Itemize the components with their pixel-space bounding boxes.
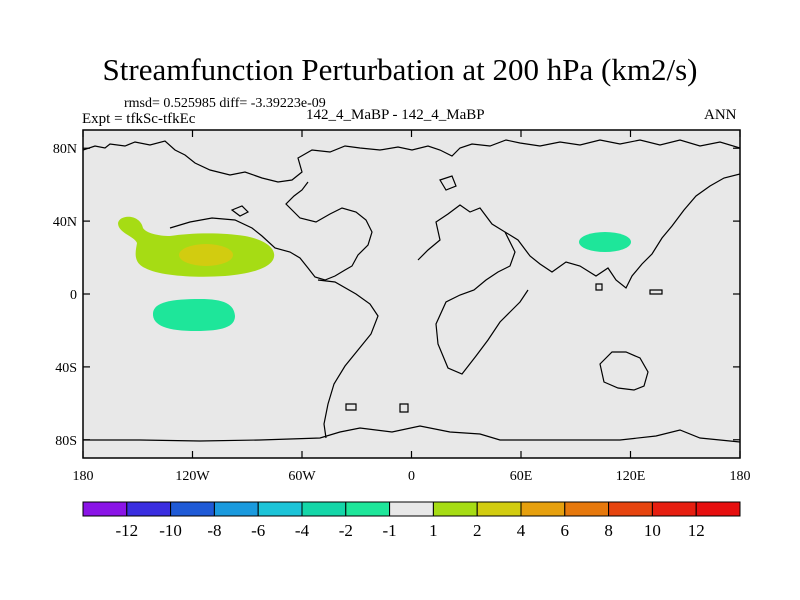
x-tick-label: 120E — [616, 469, 646, 484]
anomaly-tropical-pacific-negative — [152, 299, 235, 331]
colorbar-swatch — [476, 501, 522, 517]
colorbar-swatch — [389, 501, 434, 517]
coastline-north-america — [169, 181, 373, 281]
coastline-europe-africa — [417, 204, 529, 375]
chart-title: Streamfunction Perturbation at 200 hPa (… — [102, 52, 698, 87]
x-tick-label: 0 — [408, 469, 415, 484]
coastlines — [83, 139, 740, 443]
anomaly-layer — [118, 216, 631, 331]
center-label: 142_4_MaBP - 142_4_MaBP — [306, 107, 485, 123]
season-label: ANN — [704, 107, 737, 123]
x-tick-label: 180 — [73, 469, 94, 484]
y-tick-label: 40S — [55, 361, 77, 376]
colorbar-swatch — [651, 501, 697, 517]
colorbar-level-label: 1 — [429, 521, 438, 540]
colorbar-level-label: -4 — [295, 521, 310, 540]
colorbar-level-label: 12 — [688, 521, 705, 540]
colorbar-swatch — [170, 501, 215, 517]
colorbar-level-label: 2 — [473, 521, 482, 540]
colorbar-swatch — [82, 501, 128, 517]
colorbar-swatch — [345, 501, 391, 517]
colorbar-swatch — [608, 501, 653, 517]
colorbar-swatch — [564, 501, 610, 517]
axis-ticks: 180 120W 60W 0 60E 120E 180 80N 40N 0 40S 80S — [53, 130, 751, 484]
colorbar-level-label: -12 — [115, 521, 138, 540]
coastline-asia — [504, 173, 740, 289]
y-tick-label: 40N — [53, 215, 77, 230]
coastline-north — [83, 139, 740, 183]
coastline-south-america — [317, 279, 379, 439]
colorbar-swatch — [695, 501, 741, 517]
y-tick-label: 80N — [53, 142, 77, 157]
x-tick-label: 60E — [510, 469, 533, 484]
colorbar-level-label: -8 — [207, 521, 221, 540]
colorbar-swatch — [257, 501, 303, 517]
colorbar-swatch — [126, 501, 172, 517]
y-tick-label: 80S — [55, 434, 77, 449]
colorbar-swatch — [301, 501, 347, 517]
colorbar-swatch — [213, 501, 259, 517]
anomaly-east-asia-negative — [579, 232, 631, 252]
map-background — [83, 130, 740, 458]
colorbar-level-label: 4 — [517, 521, 526, 540]
y-tick-label: 0 — [70, 288, 77, 303]
colorbar-level-label: 6 — [561, 521, 570, 540]
colorbar-swatch — [432, 501, 478, 517]
colorbar: -12 -10 -8 -6 -4 -2 -1 1 2 4 6 8 10 12 — [82, 501, 741, 540]
x-tick-label: 120W — [175, 469, 210, 484]
x-tick-label: 60W — [288, 469, 316, 484]
colorbar-level-label: 8 — [604, 521, 613, 540]
colorbar-level-label: 10 — [644, 521, 661, 540]
experiment-label: Expt = tfkSc-tfkEc — [82, 111, 196, 127]
colorbar-level-label: -1 — [383, 521, 397, 540]
coastline-oceania — [599, 351, 649, 391]
colorbar-level-label: -10 — [159, 521, 182, 540]
x-tick-label: 180 — [730, 469, 751, 484]
colorbar-level-label: -6 — [251, 521, 265, 540]
colorbar-swatch — [520, 501, 566, 517]
anomaly-north-pacific-core — [179, 244, 233, 266]
colorbar-level-label: -2 — [339, 521, 353, 540]
coastline-antarctica — [83, 425, 740, 443]
coastline-islands — [230, 175, 663, 413]
stats-label: rmsd= 0.525985 diff= -3.39223e-09 — [124, 96, 326, 111]
